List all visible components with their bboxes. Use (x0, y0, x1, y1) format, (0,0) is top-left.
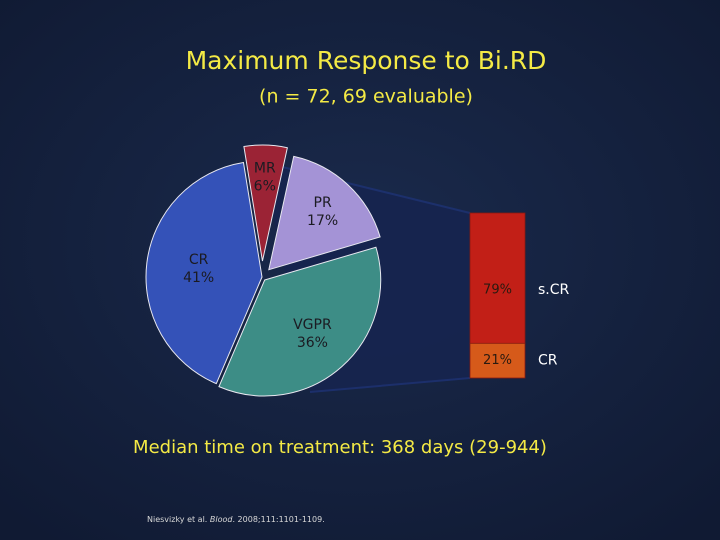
pie-slice (243, 144, 288, 262)
slice-value-label: 6% (254, 179, 276, 195)
slice-label: MR (254, 161, 276, 177)
bar-category-label: CR (538, 353, 558, 369)
pie-slice (145, 161, 263, 385)
bar-value-label: 79% (483, 283, 512, 298)
pie: MR 6% PR 17% VGPR 36% CR 41% (145, 144, 382, 397)
slice-label: PR (314, 195, 332, 211)
chart-title: Maximum Response to Bi.RD (186, 46, 547, 75)
bar-segment (469, 342, 526, 379)
annotation: Median time on treatment: 368 days (29-9… (133, 437, 547, 458)
bar-of-pie: 79% s.CR 21% CR (469, 212, 570, 379)
slice-value-label: 36% (297, 335, 328, 351)
bar-segment (469, 212, 526, 344)
citation-rest: . 2008;111:1101-1109. (232, 515, 324, 524)
citation: Niesvizky et al. Blood. 2008;111:1101-11… (147, 515, 325, 524)
citation-journal: Blood (210, 515, 234, 524)
slice-value-label: 17% (307, 213, 338, 229)
bar-value-label: 21% (483, 353, 512, 368)
slice-label: VGPR (293, 317, 332, 333)
pie-slice (218, 246, 382, 397)
pie-slice (268, 155, 381, 271)
slice-label: CR (189, 252, 209, 268)
chart-subtitle: (n = 72, 69 evaluable) (259, 86, 473, 108)
slice-value-label: 41% (183, 270, 214, 286)
bar-category-label: s.CR (538, 282, 570, 298)
citation-authors: Niesvizky et al. (147, 515, 210, 524)
